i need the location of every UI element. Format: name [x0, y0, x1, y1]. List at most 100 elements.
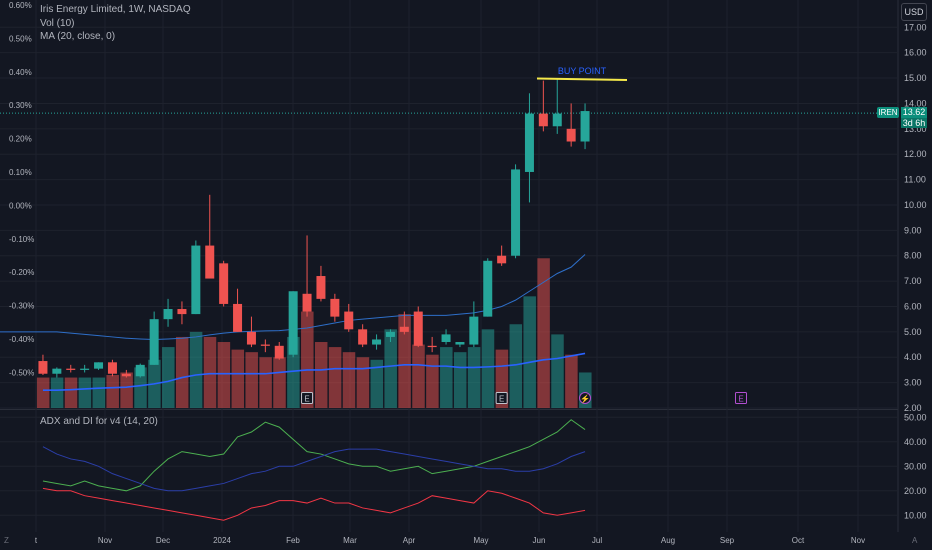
candle-body — [66, 368, 76, 370]
candle — [483, 258, 493, 317]
percent-tick-label: -0.20% — [9, 268, 34, 277]
candle-body — [566, 128, 576, 142]
candle-body — [288, 291, 298, 355]
candle — [52, 367, 62, 378]
adx-tick-label: 10.00 — [904, 510, 927, 520]
earnings-marker-shape — [495, 392, 508, 404]
volume-bar — [384, 329, 397, 408]
x-tick-label: Apr — [403, 536, 416, 545]
candle — [385, 329, 395, 343]
candle-body — [302, 293, 312, 312]
candle — [538, 80, 548, 132]
x-tick-label: Aug — [661, 536, 675, 545]
adx-tick-label: 20.00 — [904, 486, 927, 496]
ma-legend[interactable]: MA (20, close, 0) — [40, 31, 116, 42]
candle — [135, 363, 145, 378]
volume-bar — [217, 342, 231, 408]
dividend-marker-label: ⚡ — [580, 394, 590, 404]
auto-scale-icon[interactable]: A — [912, 536, 918, 545]
candle — [469, 301, 479, 348]
volume-bar — [273, 357, 286, 408]
volume-bar — [78, 377, 92, 408]
adx-tick-label: 50.00 — [904, 412, 927, 422]
volume-bar — [398, 314, 411, 408]
earnings-marker[interactable]: E — [301, 392, 314, 404]
percent-tick-label: 0.50% — [9, 34, 32, 43]
adx-panel-lines — [42, 419, 586, 521]
percent-tick-label: -0.50% — [9, 368, 34, 377]
candle — [455, 342, 465, 348]
candle-body — [121, 373, 131, 377]
volume-bar — [440, 347, 453, 408]
future-earnings-marker-shape — [735, 392, 747, 404]
volume-ma-line — [42, 352, 586, 392]
last-price-tag: 13.62 — [901, 107, 927, 118]
currency-button[interactable]: USD — [901, 3, 927, 21]
candle-body — [316, 276, 326, 299]
candle — [121, 369, 131, 378]
candle — [552, 78, 562, 134]
candle — [441, 329, 451, 345]
candle-body — [149, 319, 159, 365]
price-tick-label: 2.00 — [904, 403, 922, 413]
adx-series-diplus — [42, 419, 586, 492]
volume-bar — [509, 324, 523, 408]
x-tick-label: 2024 — [213, 536, 231, 545]
x-tick-label: Jul — [592, 536, 602, 545]
percent-tick-label: -0.10% — [9, 235, 34, 244]
x-tick-label: Jun — [533, 536, 546, 545]
x-tick-label: Nov — [98, 536, 112, 545]
x-tick-label: Nov — [851, 536, 865, 545]
volume-bar — [134, 367, 147, 408]
earnings-marker-shape — [301, 392, 314, 404]
candle-body — [372, 339, 382, 345]
candle — [372, 334, 382, 350]
x-tick-label: Dec — [156, 536, 170, 545]
percent-tick-label: 0.10% — [9, 168, 32, 177]
price-tick-label: 6.00 — [904, 301, 922, 311]
price-tick-label: 8.00 — [904, 251, 922, 261]
future-earnings-marker-label: E — [738, 395, 743, 404]
candle-body — [274, 345, 284, 359]
volume-bar — [328, 347, 342, 408]
future-earnings-marker[interactable]: E — [735, 392, 747, 404]
candles[interactable] — [38, 78, 590, 378]
candle-body — [94, 362, 104, 369]
earnings-marker[interactable]: E — [495, 392, 508, 404]
volume-bar — [259, 357, 272, 408]
volume-bar — [412, 344, 425, 408]
price-tick-label: 12.00 — [904, 149, 927, 159]
ma-line — [0, 254, 586, 340]
candle-body — [483, 260, 493, 317]
candle — [246, 316, 256, 348]
adx-tick-label: 30.00 — [904, 461, 927, 471]
adx-tick-label: 40.00 — [904, 437, 927, 447]
volume-bar — [189, 331, 203, 408]
volume-bar — [467, 347, 481, 408]
earnings-marker-label: E — [499, 395, 504, 404]
event-markers[interactable]: E E ⚡ E — [301, 392, 747, 404]
candle — [163, 298, 173, 327]
price-tick-label: 16.00 — [904, 48, 927, 58]
candle — [302, 235, 312, 317]
adx-legend[interactable]: ADX and DI for v4 (14, 20) — [40, 416, 158, 427]
volume-bar — [426, 354, 439, 408]
x-tick-label: Sep — [720, 536, 735, 545]
volume-bar — [481, 329, 495, 408]
x-tick-label: t — [35, 536, 38, 545]
volume-bar — [537, 258, 550, 408]
candle — [524, 93, 534, 203]
candle — [427, 336, 437, 353]
candle — [66, 364, 76, 373]
volume-bar — [342, 352, 356, 408]
price-tick-label: 4.00 — [904, 352, 922, 362]
candle-body — [552, 113, 562, 127]
vol-legend[interactable]: Vol (10) — [40, 18, 75, 29]
zoom-icon[interactable]: Z — [4, 536, 9, 545]
volume-bar — [370, 359, 384, 408]
volume-bar — [120, 372, 133, 408]
price-tick-label: 17.00 — [904, 22, 927, 32]
candle — [344, 303, 354, 332]
dividend-marker[interactable]: ⚡ — [579, 392, 592, 404]
